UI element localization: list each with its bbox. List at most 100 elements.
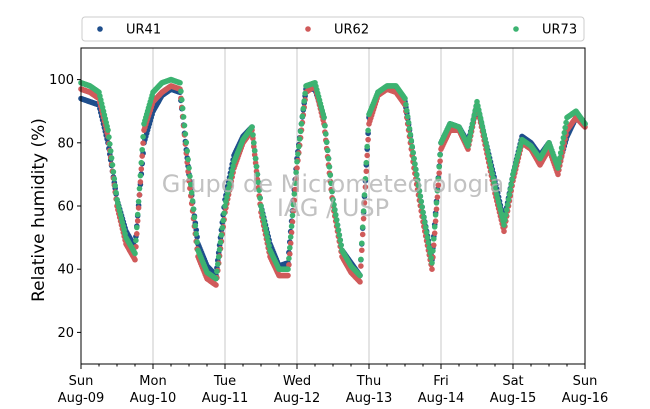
data-point (193, 231, 199, 237)
data-point (415, 182, 422, 189)
data-point (409, 143, 416, 150)
data-point (362, 176, 369, 182)
data-point (191, 214, 198, 221)
legend-label-UR62: UR62 (334, 23, 369, 38)
x-tick-label-day: Sun (69, 374, 94, 389)
data-point (486, 157, 493, 164)
x-tick-label-date: Aug-14 (418, 391, 465, 406)
data-point (363, 168, 370, 175)
data-point (487, 162, 494, 168)
data-point (133, 237, 139, 244)
data-point (265, 238, 272, 245)
data-point (188, 181, 194, 188)
data-point (421, 214, 427, 221)
data-point (285, 266, 291, 273)
data-point (302, 90, 308, 97)
data-point (357, 272, 363, 279)
data-point (261, 220, 268, 227)
data-point (229, 167, 235, 174)
legend-marker-UR73 (513, 26, 519, 32)
data-point (360, 208, 367, 214)
data-point (215, 254, 222, 260)
data-point (182, 131, 189, 137)
data-point (322, 122, 328, 129)
data-point (431, 236, 437, 242)
data-point (134, 218, 141, 224)
data-points (78, 76, 588, 288)
data-point (363, 159, 370, 166)
data-point (413, 171, 420, 178)
data-point (224, 194, 230, 200)
data-point (329, 188, 335, 195)
data-point (412, 161, 418, 167)
data-point (437, 152, 443, 158)
data-point (470, 116, 477, 123)
data-point (298, 121, 305, 127)
data-point (138, 166, 145, 172)
data-point (137, 179, 144, 185)
data-point (467, 129, 474, 136)
data-point (260, 216, 267, 223)
data-point (136, 192, 143, 198)
data-point (338, 242, 344, 248)
data-point (471, 112, 478, 118)
data-point (410, 149, 416, 156)
data-point (491, 179, 497, 186)
data-point (289, 219, 296, 225)
data-point (296, 136, 303, 142)
x-tick-label-date: Aug-11 (202, 391, 249, 406)
data-point (287, 240, 294, 247)
data-point (295, 151, 301, 157)
data-point (507, 186, 514, 193)
data-point (107, 148, 114, 154)
data-point (249, 124, 255, 130)
data-point (289, 212, 296, 219)
data-point (230, 163, 236, 169)
data-point (361, 200, 368, 206)
data-point (260, 212, 266, 218)
data-point (558, 145, 565, 151)
data-point (290, 208, 297, 214)
data-point (405, 119, 412, 126)
data-point (106, 134, 112, 140)
data-point (559, 140, 566, 146)
data-point (508, 181, 514, 188)
data-point (332, 212, 339, 218)
x-tick-label-date: Aug-12 (274, 391, 321, 406)
data-point (292, 186, 299, 193)
data-point (301, 98, 308, 104)
data-point (134, 224, 140, 231)
data-point (285, 272, 291, 279)
data-point (419, 204, 425, 210)
data-point (426, 244, 433, 251)
data-point (436, 170, 443, 176)
y-tick-label: 80 (57, 136, 74, 151)
data-point (190, 206, 197, 212)
data-point (506, 191, 513, 198)
data-point (332, 206, 338, 213)
data-point (556, 160, 562, 166)
data-point (331, 201, 337, 208)
data-point (132, 256, 138, 263)
data-point (220, 217, 226, 224)
data-point (418, 198, 425, 205)
data-point (324, 147, 331, 154)
data-point (266, 243, 272, 249)
data-point (113, 189, 119, 196)
data-point (503, 212, 509, 218)
legend-marker-UR41 (97, 26, 103, 32)
data-point (136, 185, 143, 192)
data-point (105, 127, 111, 133)
data-point (189, 198, 196, 204)
data-point (214, 268, 220, 275)
data-point (292, 180, 299, 187)
data-point (466, 138, 472, 145)
data-point (194, 239, 200, 245)
data-point (215, 261, 221, 267)
data-point (296, 143, 302, 150)
data-point (112, 182, 118, 189)
data-point (336, 232, 343, 238)
data-point (252, 155, 259, 162)
data-point (407, 131, 414, 138)
data-point (294, 158, 300, 165)
